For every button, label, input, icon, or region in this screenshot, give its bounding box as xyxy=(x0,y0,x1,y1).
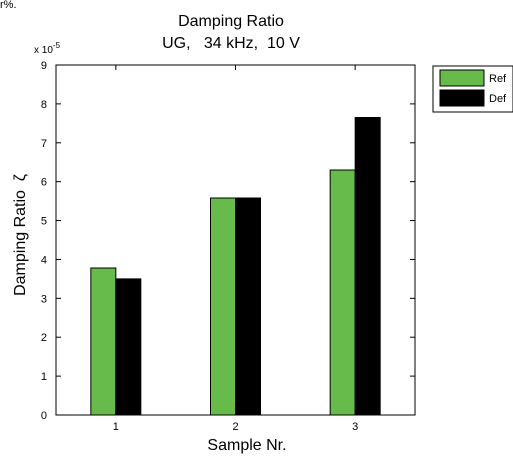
x-tick-label: 1 xyxy=(113,421,119,433)
bar-ref-sample-3 xyxy=(329,169,356,416)
y-scale-base: x 10 xyxy=(34,45,53,56)
y-tick-label: 5 xyxy=(41,216,47,228)
y-tick-label: 2 xyxy=(41,332,47,344)
legend-label-ref: Ref xyxy=(489,73,507,85)
y-scale-exponent: -5 xyxy=(53,41,61,50)
y-tick-label: 8 xyxy=(41,99,47,111)
chart-title: Damping Ratio xyxy=(178,13,284,30)
axes-group: 0 1 2 3 4 5 6 7 8 9 1 2 3 xyxy=(41,60,416,433)
bar-def-sample-3 xyxy=(354,117,381,416)
y-axis-label: Damping Ratio ζ xyxy=(12,174,29,296)
y-scale-multiplier: x 10-5 xyxy=(34,41,61,56)
y-tick-label: 4 xyxy=(41,254,47,266)
y-tick-label: 9 xyxy=(41,60,47,72)
y-tick-label: 7 xyxy=(41,138,47,150)
y-tick-label: 3 xyxy=(41,293,47,305)
y-tick-label: 0 xyxy=(41,410,47,422)
bars-group xyxy=(90,117,381,416)
x-axis-label: Sample Nr. xyxy=(207,437,286,454)
y-tick-label: 1 xyxy=(41,371,47,383)
x-tick-label: 2 xyxy=(232,421,238,433)
bar-def-sample-1 xyxy=(115,278,142,416)
top-text-fragment: r%. xyxy=(0,0,17,11)
legend-swatch-ref xyxy=(439,69,485,87)
x-tick-label: 3 xyxy=(352,421,358,433)
bar-ref-sample-1 xyxy=(90,267,117,416)
bar-def-sample-2 xyxy=(235,197,261,416)
chart-subtitle: UG, 34 kHz, 10 V xyxy=(162,35,300,52)
legend-label-def: Def xyxy=(489,93,507,105)
legend-swatch-def xyxy=(439,89,485,107)
legend: Ref Def xyxy=(432,65,513,113)
bar-ref-sample-2 xyxy=(210,197,236,416)
y-tick-label: 6 xyxy=(41,177,47,189)
